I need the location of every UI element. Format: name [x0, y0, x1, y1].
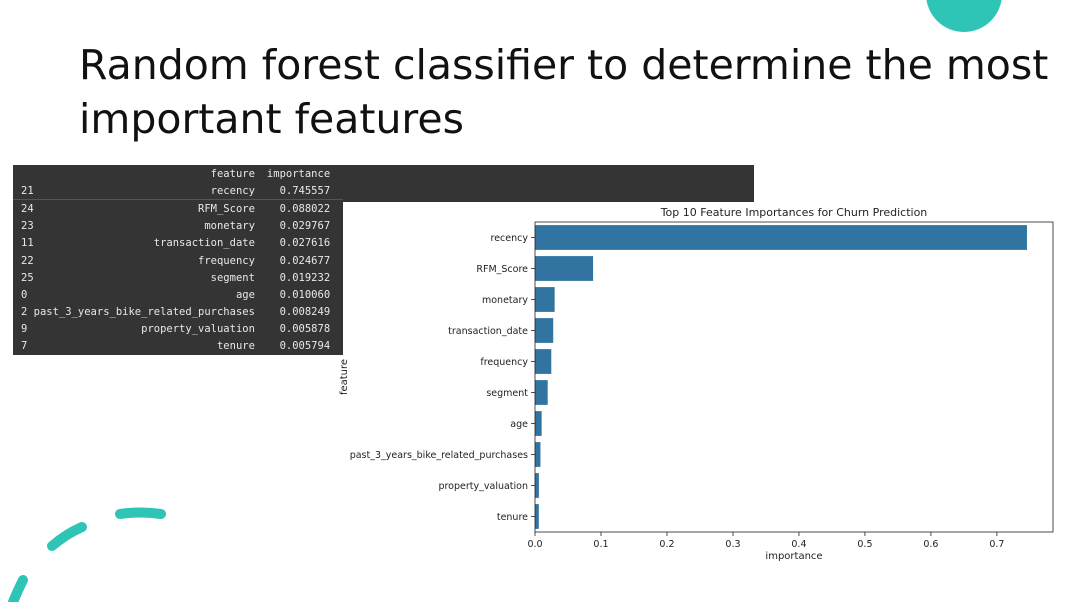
table-row: 21 recency 0.745557 — [13, 182, 344, 201]
bar — [535, 349, 552, 374]
table-cell-feature: property_valuation — [141, 323, 255, 336]
slide-title: Random forest classifier to determine th… — [79, 38, 1049, 146]
table-cell-index: 22 — [21, 254, 34, 267]
table-cell-feature: transaction_date — [153, 237, 255, 250]
y-tick-label: RFM_Score — [476, 264, 528, 275]
bar — [535, 287, 555, 312]
table-cell-index: 2 — [21, 306, 28, 319]
bar — [535, 225, 1027, 250]
x-tick-label: 0.3 — [725, 539, 740, 550]
table-row: 23 monetary 0.029767 — [13, 218, 343, 235]
y-tick-label: tenure — [497, 512, 528, 523]
table-cell-feature: recency — [33, 182, 267, 201]
y-tick-label: recency — [491, 233, 529, 244]
y-tick-label: property_valuation — [438, 481, 528, 492]
table-cell-index: 25 — [21, 271, 34, 284]
table-cell-index: 11 — [21, 237, 34, 250]
bar — [535, 380, 548, 405]
table-row: 9 property_valuation 0.005878 — [13, 321, 343, 338]
dash-segment-3 — [8, 575, 28, 602]
x-tick-label: 0.0 — [527, 539, 542, 550]
table-row: 2 past_3_years_bike_related_purchases 0.00… — [13, 304, 343, 321]
table-cell-feature: RFM_Score — [198, 202, 255, 215]
chart-svg: Top 10 Feature Importances for Churn Pre… — [339, 206, 1054, 562]
x-tick-label: 0.6 — [923, 539, 938, 550]
x-tick-label: 0.1 — [593, 539, 608, 550]
y-axis-title: feature — [339, 359, 350, 395]
bar — [535, 442, 541, 467]
table-cell-importance: 0.027616 — [279, 237, 331, 250]
table-header-index — [13, 165, 34, 182]
table-cell-feature: past_3_years_bike_related_purchases — [33, 306, 255, 319]
slide-title-line-1: Random forest classifier to determine th… — [79, 41, 1049, 89]
bar — [535, 473, 539, 498]
table-row: 25 segment 0.019232 — [13, 269, 343, 286]
bar — [535, 256, 594, 281]
table-cell-index: 9 — [21, 323, 28, 336]
table-cell-importance: 0.029767 — [279, 220, 331, 233]
y-tick-label: monetary — [482, 295, 528, 306]
table-cell-feature: segment — [210, 271, 255, 284]
table-cell-index: 0 — [21, 288, 28, 301]
table-row: 22 frequency 0.024677 — [13, 252, 343, 269]
table-row: 11 transaction_date 0.027616 — [13, 235, 343, 252]
bar — [535, 504, 539, 529]
table-header-feature: feature — [210, 167, 255, 180]
y-tick-label: past_3_years_bike_related_purchases — [350, 450, 528, 461]
chart-title: Top 10 Feature Importances for Churn Pre… — [660, 206, 928, 219]
table-cell-importance: 0.019232 — [279, 271, 331, 284]
table-cell-importance: 0.088022 — [279, 202, 331, 215]
x-tick-label: 0.5 — [857, 539, 872, 550]
table-cell-importance: 0.745557 — [266, 182, 344, 201]
x-tick-label: 0.7 — [989, 539, 1004, 550]
table-row: 24 RFM_Score 0.088022 — [13, 200, 343, 218]
bar — [535, 318, 554, 343]
table-cell-importance: 0.024677 — [279, 254, 331, 267]
table-cell-importance: 0.010060 — [279, 288, 331, 301]
table-cell-feature: age — [235, 288, 255, 301]
table-header-row: feature importance — [13, 165, 343, 182]
dash-segment-2 — [47, 522, 87, 551]
bar — [535, 411, 542, 436]
table-cell-index: 7 — [21, 340, 28, 353]
table-row: 7 tenure 0.005794 — [13, 338, 343, 355]
x-tick-label: 0.2 — [659, 539, 674, 550]
table-cell-index: 21 — [13, 182, 34, 201]
table-cell-feature: monetary — [204, 220, 255, 233]
y-tick-label: segment — [486, 388, 528, 399]
table-cell-feature: frequency — [198, 254, 255, 267]
x-tick-label: 0.4 — [791, 539, 806, 550]
plot-frame — [534, 221, 1054, 533]
x-axis-title: importance — [765, 551, 822, 562]
table-cell-importance: 0.005878 — [279, 323, 331, 336]
table-cell-importance: 0.008249 — [279, 306, 331, 319]
decorative-dashed-curve — [8, 507, 166, 602]
table-row: 0 age 0.010060 — [13, 286, 343, 303]
dash-segment-1 — [115, 507, 166, 519]
y-tick-label: age — [510, 419, 528, 430]
feature-importance-table: feature importance 21 recency 0.745557 24 RF… — [13, 165, 344, 356]
y-tick-label: transaction_date — [448, 326, 528, 337]
decorative-circle — [926, 0, 1002, 32]
table-cell-index: 23 — [21, 220, 34, 233]
table-header-importance: importance — [266, 167, 331, 180]
table-cell-index: 24 — [21, 202, 34, 215]
slide-title-line-2: important features — [79, 95, 464, 143]
table-cell-feature: tenure — [216, 340, 255, 353]
feature-importance-chart: Top 10 Feature Importances for Churn Pre… — [330, 200, 1070, 570]
y-tick-label: frequency — [480, 357, 528, 368]
table-cell-importance: 0.005794 — [279, 340, 331, 353]
